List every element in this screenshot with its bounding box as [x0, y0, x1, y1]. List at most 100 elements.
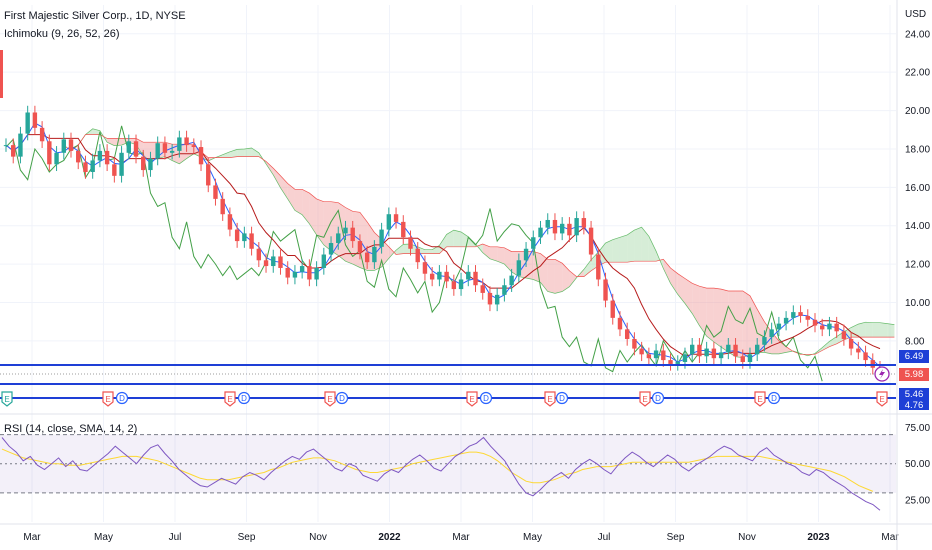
cloud-segment [648, 236, 657, 262]
candle-body [805, 315, 810, 320]
candle-body [783, 317, 789, 324]
currency-label: USD [905, 9, 926, 20]
candle-body [299, 266, 305, 272]
candle-body [386, 214, 392, 230]
cloud-segment [251, 147, 259, 157]
candle-body [646, 354, 652, 359]
candle-body [567, 223, 572, 236]
candle-body [126, 141, 131, 153]
candle-body [104, 150, 110, 165]
earnings-marker-label: E [469, 395, 474, 404]
cloud-segment [858, 322, 866, 338]
candle-body [697, 344, 702, 357]
y-tick-label: 18.00 [905, 144, 930, 155]
cloud-segment [547, 259, 555, 294]
candle-body [444, 271, 449, 282]
cloud-segment [489, 246, 498, 262]
candle-body [523, 248, 529, 261]
candle-body [372, 246, 377, 263]
rsi-tick-label: 75.00 [905, 423, 930, 434]
cloud-segment [540, 253, 548, 292]
candle-body [343, 227, 348, 234]
cloud-segment [323, 201, 332, 251]
cloud-segment [634, 227, 642, 262]
candle-body [639, 348, 644, 355]
candle-body [545, 219, 550, 228]
x-tick-label: May [523, 532, 542, 543]
cloud-segment [749, 295, 758, 354]
candle-body [820, 325, 825, 330]
cloud-segment [439, 234, 447, 254]
y-tick-label: 14.00 [905, 221, 930, 232]
cloud-segment [641, 227, 649, 262]
candle-body [653, 350, 659, 359]
candle-body [408, 237, 413, 249]
candle-body [184, 137, 189, 146]
x-tick-label: Mar [23, 532, 41, 543]
x-tick-label: May [94, 532, 113, 543]
candle-body [198, 147, 204, 165]
candle-body [213, 185, 218, 199]
candle-body [726, 344, 731, 353]
cloud-segment [482, 243, 490, 259]
x-tick-label: Mar [452, 532, 470, 543]
candle-body [18, 133, 23, 157]
candle-body [675, 362, 680, 364]
cloud-segment [742, 290, 750, 358]
candle-body [487, 292, 493, 305]
rsi-ma-line [1, 448, 874, 492]
candle-body [718, 352, 724, 359]
dividend-marker [651, 391, 665, 405]
candle-body [285, 267, 290, 278]
candle-body [473, 271, 478, 286]
candle-body [755, 344, 760, 355]
earnings-marker [639, 391, 651, 407]
candle-body [624, 329, 630, 339]
cloud-segment [605, 239, 613, 263]
x-tick-label: Jul [169, 532, 182, 543]
rsi-line [1, 436, 881, 511]
cloud-segment [345, 207, 353, 265]
candle-body [668, 360, 673, 364]
cloud-segment [316, 198, 324, 245]
candle-body [538, 227, 543, 238]
candle-body [97, 150, 103, 161]
x-tick-label: Sep [667, 532, 685, 543]
chart-title: First Majestic Silver Corp., 1D, NYSE [4, 10, 186, 22]
cloud-segment [728, 290, 736, 357]
earnings-marker [224, 391, 236, 407]
earnings-marker [1, 391, 13, 407]
cloud-segment [273, 168, 281, 188]
candle-body [54, 152, 59, 165]
candle-body [856, 348, 861, 353]
dividend-marker-label: D [483, 394, 489, 403]
candle-body [350, 227, 355, 242]
cloud-segment [446, 230, 454, 247]
candle-body [632, 338, 637, 349]
earnings-marker-label: E [327, 395, 332, 404]
candle-body [364, 252, 370, 263]
cloud-segment [237, 148, 245, 157]
candle-body [307, 266, 312, 280]
candle-body [617, 317, 623, 330]
earnings-marker [754, 391, 766, 407]
candle-body [415, 248, 420, 263]
candle-body [162, 143, 168, 153]
cloud-segment [497, 246, 505, 265]
candle-body [401, 221, 406, 238]
candle-body [249, 233, 254, 249]
cloud-segment [569, 270, 577, 287]
dividend-marker [237, 391, 251, 405]
y-tick-label: 24.00 [905, 29, 930, 40]
lightning-icon [879, 369, 885, 379]
cloud-segment [692, 283, 700, 326]
candle-body [112, 164, 117, 176]
candle-body [429, 273, 435, 280]
price-badge-base: 5.46 [899, 388, 929, 401]
cloud-segment [583, 259, 592, 277]
cloud-segment [735, 290, 743, 358]
cloud-segment [107, 138, 115, 146]
cloud-segment [287, 183, 295, 211]
